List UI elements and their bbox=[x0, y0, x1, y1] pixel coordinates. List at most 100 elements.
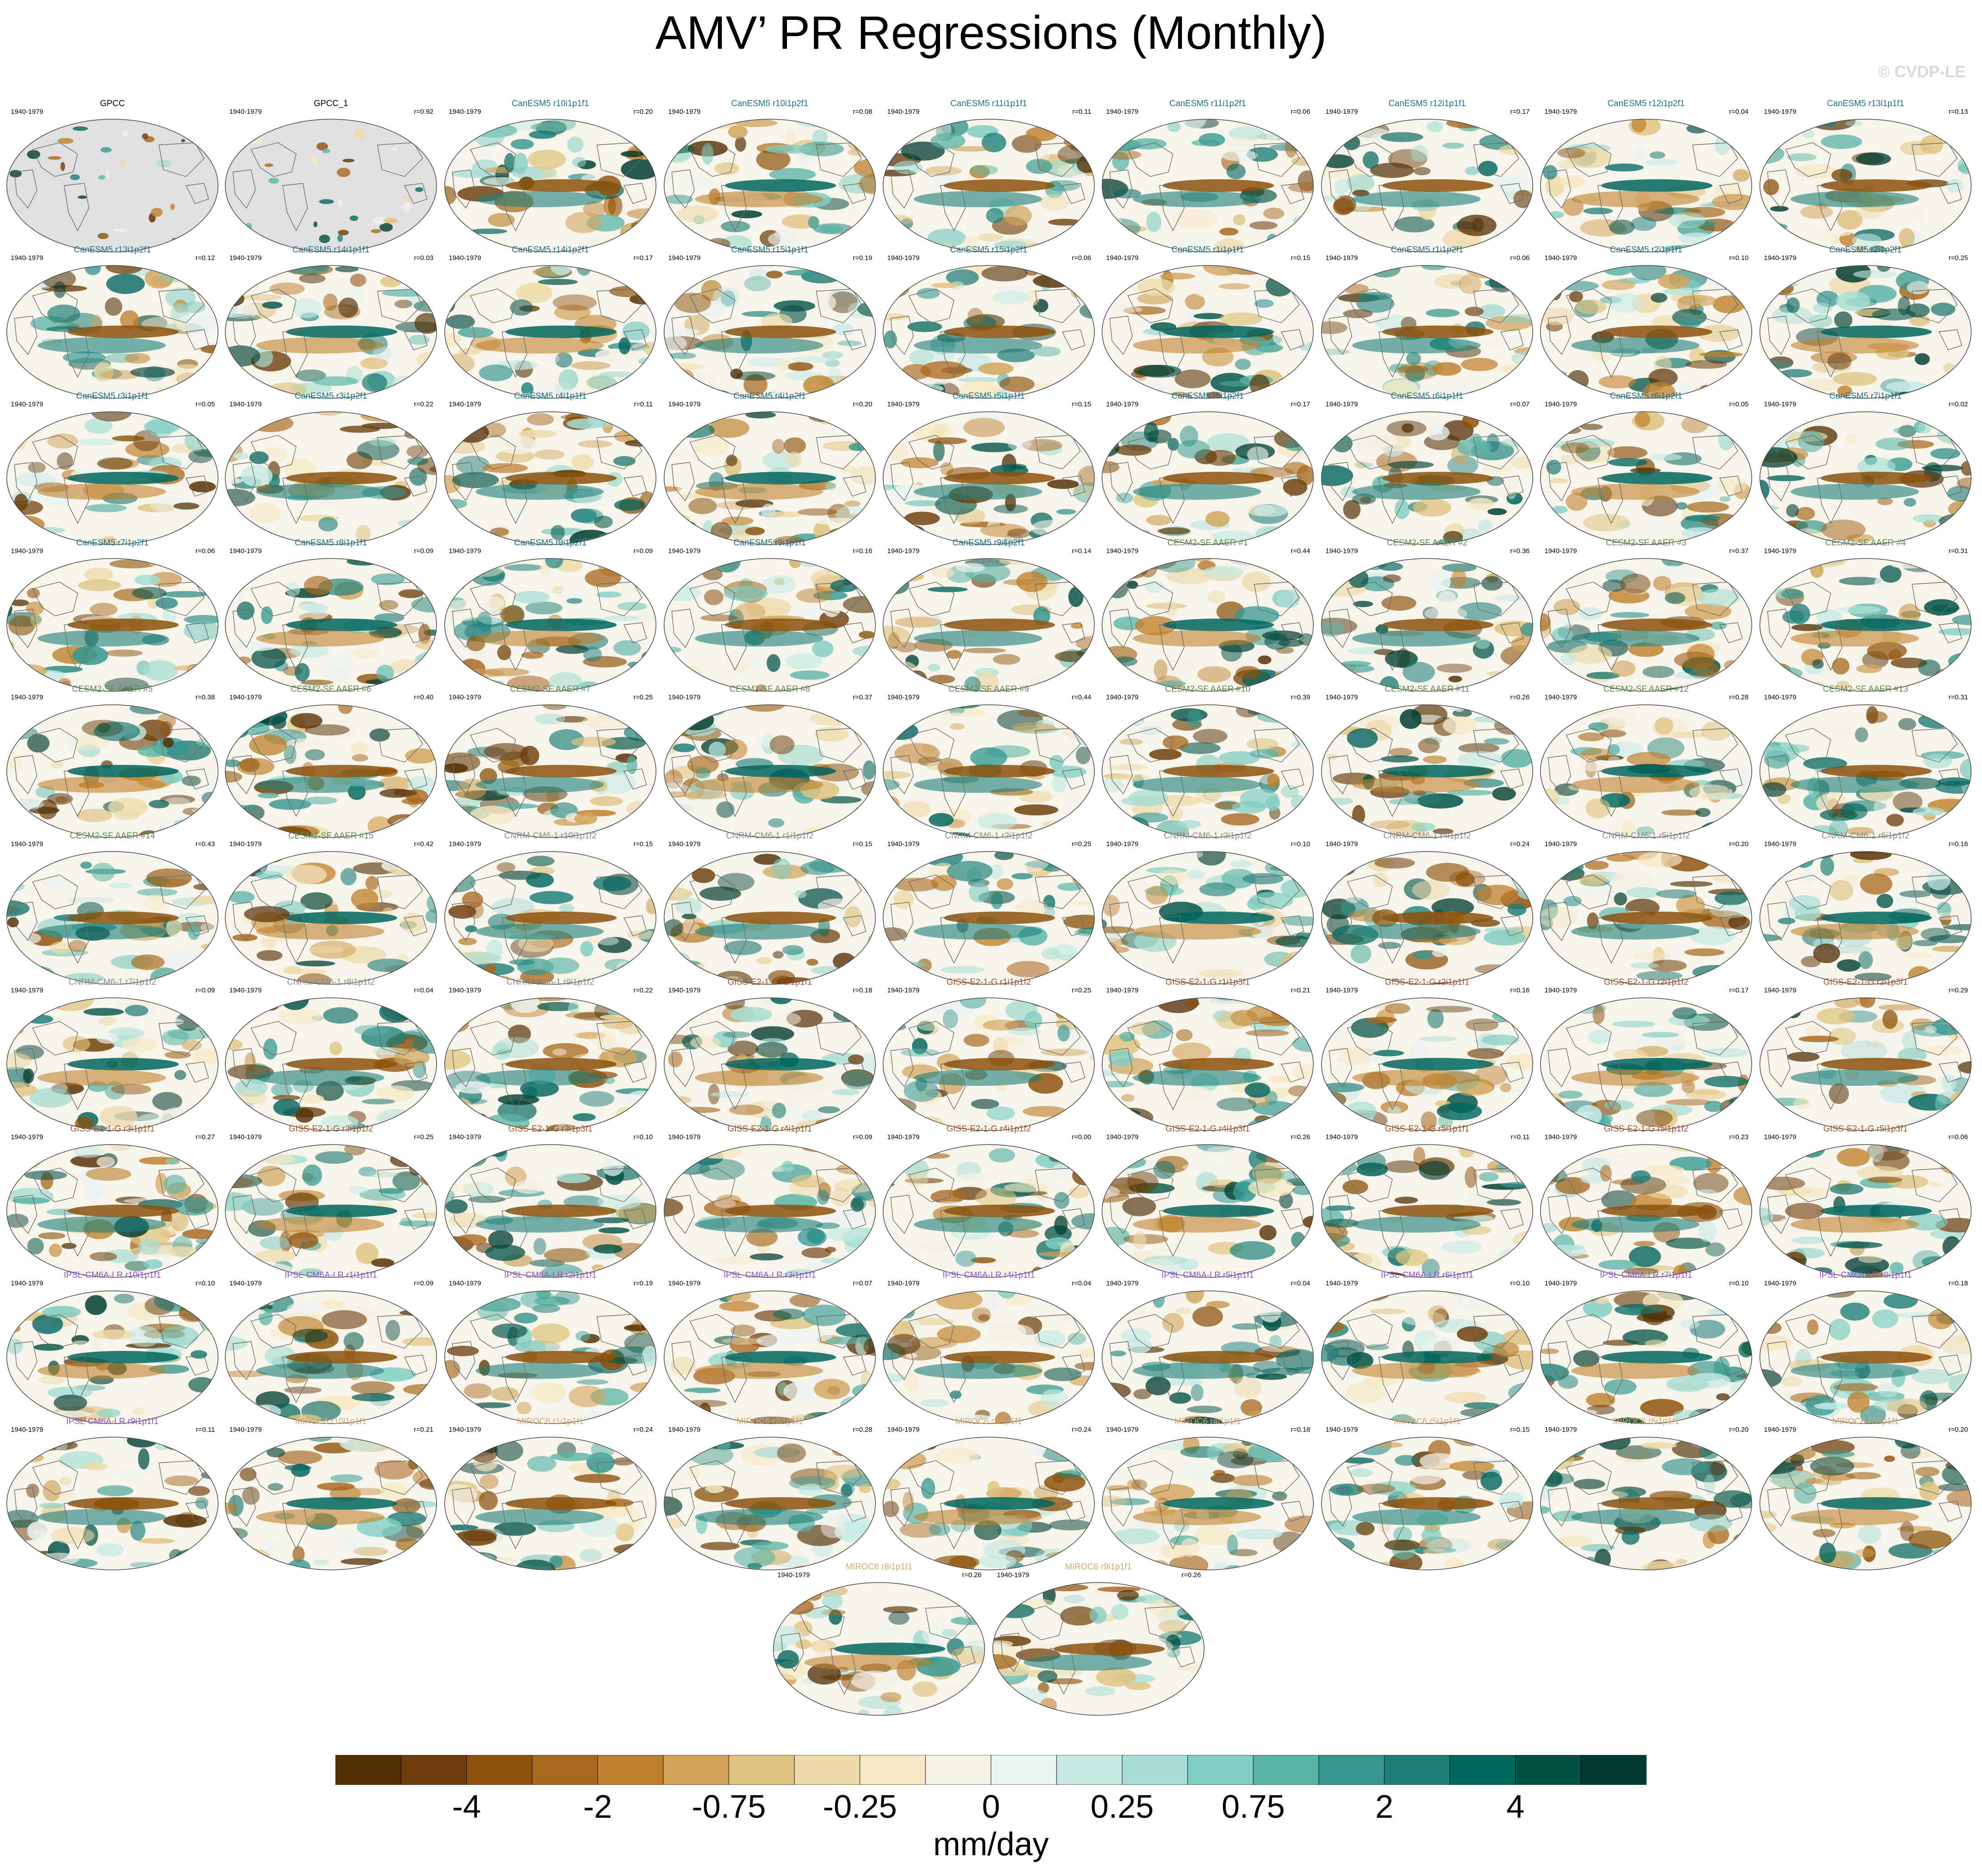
panel-period: 1940-1979 bbox=[11, 547, 43, 555]
map-plot bbox=[1759, 411, 1972, 545]
panel-correlation: r=0.10 bbox=[195, 1280, 215, 1287]
map-panel: CESM2-SF AAER #10 1940-1979 r=0.39 bbox=[1101, 684, 1315, 843]
panel-period: 1940-1979 bbox=[1106, 254, 1139, 262]
panel-correlation: r=0.37 bbox=[853, 694, 872, 701]
map-plot bbox=[1759, 704, 1972, 838]
panel-period: 1940-1979 bbox=[887, 1426, 920, 1434]
map-plot bbox=[1321, 851, 1533, 985]
map-plot bbox=[1540, 119, 1752, 252]
panel-period: 1940-1979 bbox=[1326, 108, 1358, 116]
colorbar-swatch bbox=[860, 1755, 926, 1785]
map-plot bbox=[225, 1437, 437, 1570]
panel-title: IPSL-CM6A-LR r7i1p1f1 bbox=[1600, 1271, 1693, 1280]
map-panel: IPSL-CM6A-LR r9i1p1f1 1940-1979 r=0.11 bbox=[5, 1417, 219, 1575]
panel-correlation: r=0.44 bbox=[1291, 547, 1310, 555]
panel-period: 1940-1979 bbox=[229, 400, 262, 408]
map-panel: CanESM5 r14i1p1f1 1940-1979 r=0.03 bbox=[224, 245, 438, 403]
colorbar-tick-label: -0.25 bbox=[823, 1789, 897, 1825]
map-plot bbox=[664, 411, 876, 545]
panel-period: 1940-1979 bbox=[449, 1426, 481, 1434]
map-panel: CanESM5 r13i1p1f1 1940-1979 r=0.13 bbox=[1759, 99, 1973, 257]
map-panel: IPSL-CM6A-LR r7i1p1f1 1940-1979 r=0.10 bbox=[1539, 1271, 1753, 1429]
map-plot bbox=[1321, 119, 1533, 252]
panel-period: 1940-1979 bbox=[1545, 547, 1577, 555]
panel-title: GISS-E2-1-G r4i1p1f2 bbox=[946, 1124, 1031, 1134]
map-panel: GISS-E2-1-G r5i1p1f2 1940-1979 r=0.23 bbox=[1539, 1124, 1753, 1282]
panel-period: 1940-1979 bbox=[229, 108, 262, 116]
panel-period: 1940-1979 bbox=[1106, 987, 1139, 994]
panel-period: 1940-1979 bbox=[1326, 987, 1358, 994]
panel-title: CanESM5 r15i1p1f1 bbox=[731, 245, 809, 255]
colorbar-tick-label: 0 bbox=[982, 1789, 1000, 1825]
map-panel: CanESM5 r10i1p2f1 1940-1979 r=0.08 bbox=[663, 99, 877, 257]
panel-period: 1940-1979 bbox=[1326, 840, 1358, 848]
panel-correlation: r=0.19 bbox=[853, 254, 872, 262]
map-plot bbox=[225, 119, 437, 252]
panel-correlation: r=0.04 bbox=[1072, 1280, 1091, 1287]
map-plot bbox=[664, 704, 876, 838]
panel-title: CanESM5 r11i1p2f1 bbox=[1169, 99, 1246, 108]
map-plot bbox=[225, 265, 437, 399]
panel-title: CESM2-SF AAER #8 bbox=[729, 684, 810, 694]
panel-period: 1940-1979 bbox=[1106, 1280, 1139, 1287]
map-plot bbox=[225, 1144, 437, 1278]
map-panel: CESM2-SF AAER #3 1940-1979 r=0.37 bbox=[1539, 538, 1753, 696]
map-plot bbox=[664, 997, 876, 1131]
panel-period: 1940-1979 bbox=[229, 1426, 262, 1434]
panel-correlation: r=0.10 bbox=[1510, 1280, 1530, 1287]
panel-title: CESM2-SF AAER #5 bbox=[72, 684, 153, 694]
map-panel: CESM2-SF AAER #8 1940-1979 r=0.37 bbox=[663, 684, 877, 843]
panel-correlation: r=0.25 bbox=[1949, 254, 1968, 262]
panel-title: CanESM5 r12i1p2f1 bbox=[1607, 99, 1685, 108]
map-plot bbox=[1321, 411, 1533, 545]
map-plot bbox=[6, 265, 219, 399]
map-plot bbox=[1540, 851, 1752, 985]
panel-period: 1940-1979 bbox=[1764, 1133, 1796, 1141]
panel-title: GISS-E2-1-G r3i1p1f2 bbox=[288, 1124, 373, 1134]
panel-title: GISS-E2-1-G r3i1p1f1 bbox=[70, 1124, 155, 1134]
panel-period: 1940-1979 bbox=[887, 400, 920, 408]
panel-title: GISS-E2-1-G r1i1p3f1 bbox=[1165, 978, 1250, 987]
panel-title: CanESM5 r13i1p1f1 bbox=[1827, 99, 1904, 108]
panel-title: GISS-E2-1-G r4i1p1f1 bbox=[727, 1124, 812, 1134]
map-panel: MIROC6 r7i1p1f1 1940-1979 r=0.20 bbox=[1759, 1417, 1973, 1575]
panel-period: 1940-1979 bbox=[1764, 1280, 1796, 1287]
map-plot bbox=[1321, 997, 1533, 1131]
map-panel: CanESM5 r3i1p1f1 1940-1979 r=0.05 bbox=[5, 391, 219, 549]
panel-correlation: r=0.18 bbox=[1291, 1426, 1310, 1434]
panel-title: CESM2-SF AAER #15 bbox=[288, 831, 374, 841]
panel-title: CNRM-CM6-1 r9i1p1f2 bbox=[506, 978, 595, 987]
colorbar-tick-label: 0.25 bbox=[1090, 1789, 1154, 1825]
map-panel: CanESM5 r11i1p2f1 1940-1979 r=0.06 bbox=[1101, 99, 1315, 257]
map-panel: MIROC6 r6i1p1f1 1940-1979 r=0.20 bbox=[1539, 1417, 1753, 1575]
map-plot bbox=[883, 1437, 1095, 1570]
panel-correlation: r=0.20 bbox=[853, 400, 872, 408]
panel-period: 1940-1979 bbox=[668, 1133, 701, 1141]
panel-period: 1940-1979 bbox=[1326, 694, 1358, 701]
map-panel: GISS-E2-1-G r1i1p3f1 1940-1979 r=0.21 bbox=[1101, 978, 1315, 1136]
panel-title: CESM2-SF AAER #11 bbox=[1385, 684, 1470, 694]
map-panel: GISS-E2-1-G r2i1p3f1 1940-1979 r=0.29 bbox=[1759, 978, 1973, 1136]
panel-correlation: r=0.21 bbox=[414, 1426, 433, 1434]
colorbar-swatch bbox=[991, 1755, 1057, 1785]
map-plot bbox=[6, 704, 219, 838]
map-panel: CanESM5 r5i1p1f1 1940-1979 r=0.15 bbox=[882, 391, 1096, 549]
panel-correlation: r=0.15 bbox=[633, 840, 653, 848]
page-title: AMV’ PR Regressions (Monthly) bbox=[655, 7, 1327, 59]
map-plot bbox=[664, 265, 876, 399]
panel-period: 1940-1979 bbox=[229, 547, 262, 555]
map-plot bbox=[1759, 851, 1972, 985]
panel-period: 1940-1979 bbox=[1764, 1426, 1796, 1434]
panel-correlation: r=0.28 bbox=[853, 1426, 872, 1434]
panel-period: 1940-1979 bbox=[11, 987, 43, 994]
panel-correlation: r=0.20 bbox=[633, 108, 653, 116]
map-panel: CNRM-CM6-1 r7i1p1f2 1940-1979 r=0.09 bbox=[5, 978, 219, 1136]
panel-period: 1940-1979 bbox=[1326, 1426, 1358, 1434]
colorbar-swatch bbox=[1187, 1755, 1254, 1785]
map-plot bbox=[1102, 1290, 1314, 1424]
panel-title: CNRM-CM6-1 r5i1p1f2 bbox=[1602, 831, 1690, 841]
map-panel: CESM2-SF AAER #6 1940-1979 r=0.40 bbox=[224, 684, 438, 843]
panel-title: CanESM5 r9i1p2f1 bbox=[952, 538, 1025, 548]
panel-period: 1940-1979 bbox=[449, 694, 481, 701]
map-panel: CNRM-CM6-1 r3i1p1f2 1940-1979 r=0.10 bbox=[1101, 831, 1315, 989]
